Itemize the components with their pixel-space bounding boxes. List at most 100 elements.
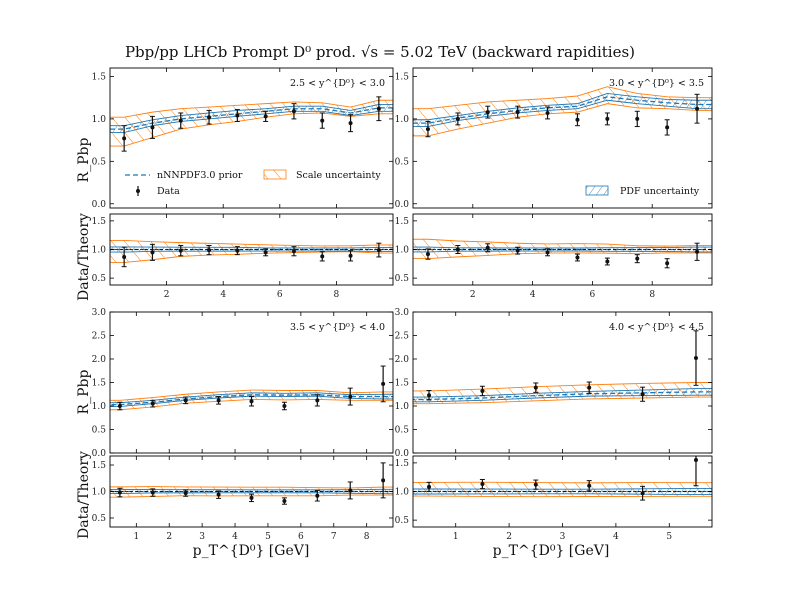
data-point <box>427 393 432 398</box>
ratio-subplot: 0.5 1.0 1.5 2 4 6 8 <box>92 213 394 300</box>
y-tick-label: 0.5 <box>92 157 107 167</box>
data-point <box>249 399 254 404</box>
panel-p2: 0.0 0.5 1.0 1.5 3.0 < y^{D⁰} < 3.5 0.5 1.0 1.5 2… <box>395 67 713 300</box>
pdf-uncertainty-band <box>110 392 393 407</box>
data-point <box>695 249 700 254</box>
data-point <box>605 259 610 264</box>
main-subplot: 0.0 0.5 1.0 1.5 3.0 < y^{D⁰} < 3.5 <box>395 67 713 210</box>
data-point <box>348 121 353 126</box>
prior-central-line <box>110 394 393 406</box>
data-point <box>427 484 432 489</box>
y-tick-label: 1.0 <box>395 402 410 412</box>
plot-area <box>110 239 393 268</box>
y-tick-label: 2.5 <box>92 332 107 342</box>
data-point <box>376 106 381 111</box>
data-point <box>348 253 353 258</box>
y-tick-label: 0.5 <box>92 274 107 284</box>
y-tick-label: 1.5 <box>395 459 410 469</box>
data-point <box>635 116 640 121</box>
data-point <box>640 491 645 496</box>
x-tick-label: 1 <box>453 532 459 542</box>
data-point <box>291 109 296 114</box>
x-tick-label: 2 <box>164 290 170 300</box>
data-point <box>381 478 386 483</box>
data-point <box>178 248 183 253</box>
x-tick-label: 6 <box>277 290 283 300</box>
y-tick-label: 0.0 <box>395 200 410 210</box>
rapidity-range-label: 2.5 < y^{D⁰} < 3.0 <box>290 78 385 89</box>
panel-p3: 0.00.51.01.52.02.53.03.5 < y^{D⁰} < 4.00… <box>92 308 394 542</box>
data-point <box>122 254 127 259</box>
plot-area <box>110 462 393 505</box>
ylabel-top-row-2: R_Pbp <box>76 370 92 415</box>
data-point <box>315 398 320 403</box>
data-point <box>207 248 212 253</box>
x-tick-label: 3 <box>199 532 205 542</box>
ylabel-bottom-row-2: Data/Theory <box>76 451 92 539</box>
y-tick-label: 1.0 <box>395 488 410 498</box>
data-point <box>575 255 580 260</box>
data-point <box>587 385 592 390</box>
y-tick-label: 1.5 <box>92 379 107 389</box>
data-point <box>575 117 580 122</box>
rapidity-range-label: 3.5 < y^{D⁰} < 4.0 <box>290 322 385 333</box>
data-point <box>640 392 645 397</box>
x-tick-label: 2 <box>470 290 476 300</box>
plot-area <box>110 365 393 411</box>
x-tick-label: 6 <box>590 290 596 300</box>
data-point <box>249 495 254 500</box>
y-tick-label: 1.5 <box>395 72 410 82</box>
y-tick-label: 3.0 <box>395 308 410 318</box>
data-point <box>376 248 381 253</box>
x-tick-label: 8 <box>649 290 655 300</box>
data-point <box>348 488 353 493</box>
y-tick-label: 1.0 <box>92 115 107 125</box>
prior-central-line <box>413 391 712 401</box>
ratio-subplot: 0.5 1.0 1.5 2 4 6 8 <box>395 213 713 300</box>
data-point <box>455 247 460 252</box>
prior-central-line <box>413 96 712 124</box>
y-tick-label: 2.0 <box>395 355 410 365</box>
data-point <box>150 401 155 406</box>
legend-data-label: Data <box>157 186 180 197</box>
data-point <box>216 398 221 403</box>
y-tick-label: 1.5 <box>92 72 107 82</box>
data-point <box>545 250 550 255</box>
data-point <box>545 110 550 115</box>
data-point <box>117 490 122 495</box>
legend: nNNPDF3.0 prior Scale uncertainty Data P… <box>125 169 700 197</box>
data-point <box>635 256 640 261</box>
legend-pdf-swatch <box>585 185 609 196</box>
data-point <box>533 482 538 487</box>
axes-frame <box>412 311 713 454</box>
data-point <box>693 356 698 361</box>
main-subplot: 0.0 0.5 1.0 1.5 2.0 2.5 3.0 4.0 < y^{D⁰} < 4.5 <box>395 308 713 459</box>
x-tick-label: 5 <box>666 532 672 542</box>
x-tick-label: 8 <box>364 532 370 542</box>
data-point <box>150 125 155 130</box>
xlabel-left: p_T^{D⁰} [GeV] <box>193 543 310 559</box>
legend-data-marker <box>136 189 140 193</box>
plot-area <box>413 330 712 405</box>
data-point <box>587 483 592 488</box>
ratio-subplot: 0.5 1.0 1.5 1 2 3 4 5 <box>395 455 713 542</box>
ylabel-bottom-row: Data/Theory <box>76 213 92 301</box>
data-point <box>150 490 155 495</box>
rapidity-range-label: 4.0 < y^{D⁰} < 4.5 <box>609 322 704 333</box>
data-point <box>665 261 670 266</box>
data-point <box>348 394 353 399</box>
panel-p4: 0.00.51.01.52.02.53.04.0 < y^{D⁰} < 4.50… <box>395 308 713 542</box>
data-point <box>282 404 287 408</box>
x-tick-label: 5 <box>265 532 271 542</box>
y-tick-label: 0.5 <box>395 157 410 167</box>
data-point <box>425 127 430 132</box>
data-point <box>183 398 188 403</box>
x-tick-label: 4 <box>530 290 536 300</box>
data-point <box>117 404 122 408</box>
main-subplot: 0.0 0.5 1.0 1.5 2.5 < y^{D⁰} < 3.0 <box>92 67 394 210</box>
y-tick-label: 1.5 <box>92 217 107 227</box>
data-point <box>263 114 268 119</box>
y-tick-label: 1.0 <box>92 488 107 498</box>
data-point <box>485 110 490 115</box>
